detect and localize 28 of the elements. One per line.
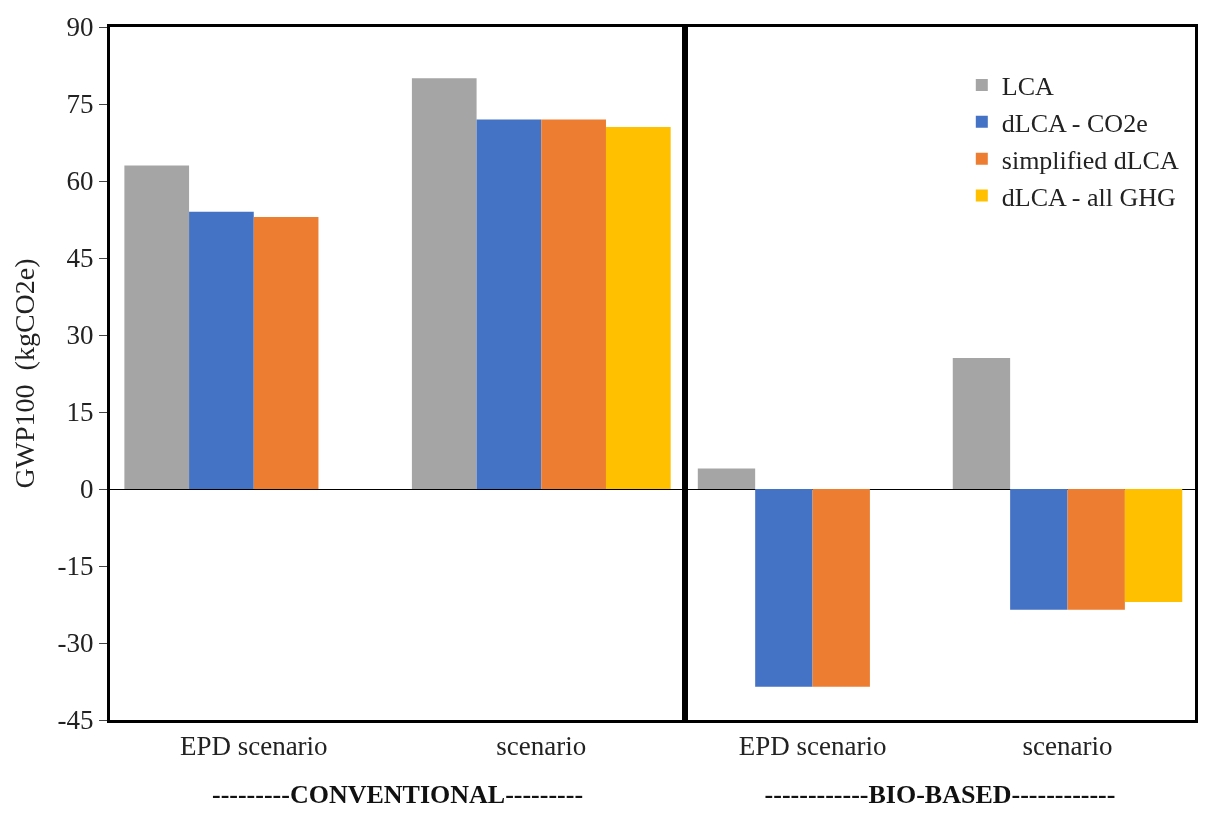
bar (124, 165, 190, 489)
x-tick-label: EPD scenario (738, 731, 887, 762)
bar (541, 119, 606, 489)
y-tick-label: 45 (66, 243, 94, 274)
legend-label: simplified dLCA (1001, 145, 1179, 175)
bar (605, 127, 671, 489)
bar (253, 216, 319, 489)
x-axis-title: ---------CONVENTIONAL--------- (211, 780, 584, 810)
y-axis-title: GWP100 (kgCO2e) (9, 258, 41, 489)
y-tick-label: 30 (66, 320, 94, 351)
y-tick-label: 60 (66, 166, 94, 197)
y-tick-label: -45 (57, 705, 94, 736)
y-tick-label: 90 (66, 12, 94, 43)
x-tick-label: EPD scenario (179, 731, 328, 762)
y-tick-label: -15 (57, 551, 94, 582)
legend-label: LCA (1001, 72, 1055, 102)
bar (476, 119, 542, 489)
y-tick-label: 75 (66, 89, 94, 120)
y-tick-label: 15 (66, 397, 94, 428)
bar (411, 78, 477, 489)
y-tick-label: 0 (80, 474, 94, 505)
bar (189, 211, 254, 489)
x-axis-title: ------------BIO-BASED------------ (764, 780, 1116, 810)
y-tick-label: -30 (57, 628, 94, 659)
legend-label: dLCA - CO2e (1001, 108, 1148, 138)
x-tick-label: scenario (1022, 731, 1113, 762)
x-tick-label: scenario (496, 731, 587, 762)
legend-label: dLCA - all GHG (1001, 182, 1176, 212)
